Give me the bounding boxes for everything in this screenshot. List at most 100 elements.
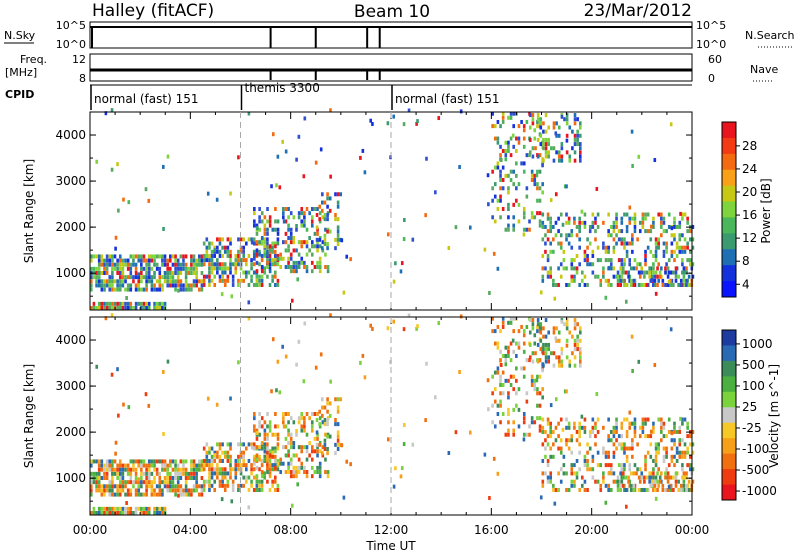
data-cell xyxy=(615,224,618,229)
data-cell xyxy=(226,274,230,279)
data-cell xyxy=(499,374,502,379)
data-cell xyxy=(552,487,555,492)
data-cell xyxy=(121,279,125,284)
data-cell xyxy=(596,429,600,434)
data-cell xyxy=(602,270,605,275)
data-cell xyxy=(507,353,510,358)
data-cell xyxy=(625,241,629,246)
data-cell xyxy=(182,463,185,468)
data-cell xyxy=(190,467,193,472)
data-cell xyxy=(287,420,290,425)
data-cell xyxy=(535,378,539,383)
data-cell xyxy=(161,506,164,511)
data-cell xyxy=(539,322,543,327)
data-cell xyxy=(538,391,542,396)
data-cell xyxy=(594,216,597,221)
data-cell xyxy=(691,237,695,242)
data-cell xyxy=(334,442,337,447)
data-cell xyxy=(300,461,304,466)
data-cell xyxy=(683,417,687,422)
data-cell xyxy=(100,463,104,468)
data-cell xyxy=(573,278,576,283)
data-cell xyxy=(163,506,167,511)
data-cell xyxy=(576,334,579,339)
data-cell xyxy=(142,266,146,271)
data-cell xyxy=(673,438,676,443)
data-cell xyxy=(289,474,293,479)
data-cell xyxy=(202,258,206,263)
data-cell xyxy=(583,463,587,468)
data-cell xyxy=(116,492,119,497)
data-cell xyxy=(234,467,238,472)
data-cell xyxy=(134,476,138,481)
data-cell xyxy=(583,454,587,459)
data-cell xyxy=(129,287,133,292)
data-cell xyxy=(588,262,592,267)
data-cell xyxy=(604,450,608,455)
nsky-label: N.Sky xyxy=(4,29,36,42)
data-cell xyxy=(284,248,288,253)
data-cell xyxy=(100,488,104,493)
data-cell xyxy=(268,467,272,472)
data-cell xyxy=(260,416,264,421)
data-cell xyxy=(623,282,626,287)
data-cell xyxy=(279,461,282,466)
data-cell xyxy=(150,258,154,263)
data-cell xyxy=(200,459,204,464)
data-cell xyxy=(568,359,572,364)
data-cell xyxy=(195,476,198,481)
data-cell xyxy=(573,113,577,118)
data-cell xyxy=(678,438,682,443)
data-cell xyxy=(190,476,193,481)
colorbar-swatch xyxy=(722,438,736,455)
data-cell xyxy=(652,224,655,229)
data-cell xyxy=(617,442,621,447)
data-cell xyxy=(308,248,311,253)
data-cell xyxy=(633,212,637,217)
data-cell xyxy=(493,124,497,129)
data-cell xyxy=(546,237,550,242)
data-cell xyxy=(565,326,569,331)
data-cell xyxy=(509,153,513,158)
data-cell xyxy=(155,262,159,267)
data-cell xyxy=(195,467,198,472)
data-cell xyxy=(252,446,256,451)
data-cell xyxy=(202,483,206,488)
data-cell xyxy=(499,349,502,354)
data-cell xyxy=(176,266,180,271)
data-cell xyxy=(229,191,232,196)
data-cell xyxy=(92,266,96,271)
data-cell xyxy=(673,258,676,263)
data-cell xyxy=(263,249,267,254)
data-cell xyxy=(316,445,319,450)
data-cell xyxy=(686,446,689,451)
data-cell xyxy=(588,434,592,439)
data-cell xyxy=(266,479,269,484)
data-cell xyxy=(615,429,618,434)
data-cell xyxy=(129,492,133,497)
data-cell xyxy=(179,476,183,481)
data-cell xyxy=(276,278,280,283)
data-cell xyxy=(323,217,327,222)
data-cell xyxy=(231,483,235,488)
data-cell xyxy=(512,387,516,392)
data-cell xyxy=(274,207,277,211)
data-cell xyxy=(517,202,521,207)
data-cell xyxy=(108,488,112,493)
data-cell xyxy=(561,427,565,432)
data-cell xyxy=(604,463,608,468)
data-cell xyxy=(226,245,230,250)
data-cell xyxy=(525,153,529,158)
data-cell xyxy=(623,212,626,217)
data-cell xyxy=(522,136,526,141)
data-cell xyxy=(153,511,156,515)
data-cell xyxy=(260,441,264,446)
data-cell xyxy=(90,254,93,259)
data-cell xyxy=(691,429,695,434)
data-cell xyxy=(565,138,569,143)
data-cell xyxy=(654,258,658,263)
data-cell xyxy=(190,258,193,263)
data-cell xyxy=(528,432,531,437)
data-cell xyxy=(512,124,516,129)
data-cell xyxy=(512,428,516,433)
